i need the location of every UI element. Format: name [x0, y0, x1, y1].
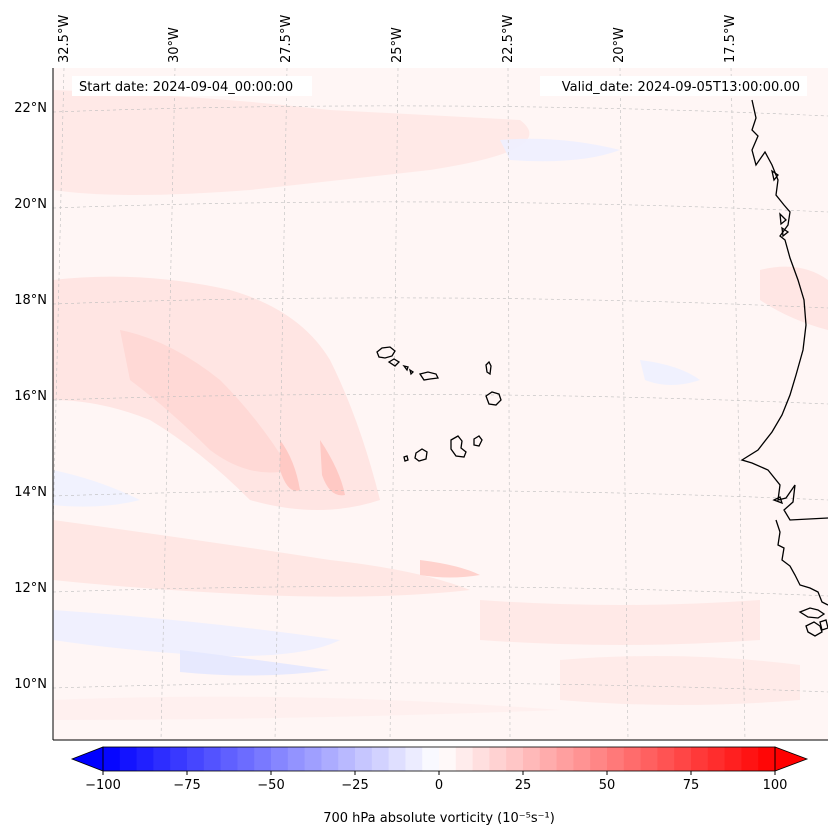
- colorbar-swatch: [439, 747, 457, 771]
- colorbar-ticks: −100 −75 −50 −25 0 25 50 75 100: [85, 771, 787, 793]
- colorbar-swatch: [338, 747, 356, 771]
- colorbar-low-extend-arrow: [70, 746, 104, 772]
- colorbar-swatch: [489, 747, 507, 771]
- lat-label: 20°N: [14, 197, 47, 212]
- lat-label: 14°N: [14, 485, 47, 500]
- colorbar-swatch: [220, 747, 238, 771]
- cape-verde-islands: [376, 346, 502, 462]
- colorbar-tick-label: 75: [683, 778, 700, 793]
- map-panel: Start date: 2024-09-04_00:00:00 Valid_da…: [53, 68, 828, 740]
- graticule: [53, 68, 828, 740]
- colorbar-swatch: [707, 747, 726, 771]
- longitude-labels: 32.5°W 30°W 27.5°W 25°W 22.5°W 20°W 17.5…: [57, 15, 738, 63]
- lon-label: 27.5°W: [279, 15, 294, 63]
- lat-label: 12°N: [14, 581, 47, 596]
- colorbar-swatch: [556, 747, 574, 771]
- colorbar-swatches: [103, 747, 776, 771]
- colorbar-swatch: [623, 747, 642, 771]
- vorticity-field: [53, 90, 828, 720]
- colorbar-swatch: [371, 747, 390, 771]
- colorbar-tick-label: 0: [435, 778, 443, 793]
- valid-date-box: [540, 76, 807, 96]
- lat-label: 16°N: [14, 389, 47, 404]
- latitude-labels: 22°N 20°N 18°N 16°N 14°N 12°N 10°N: [14, 101, 47, 692]
- african-coastline: [740, 99, 828, 637]
- colorbar-swatch: [590, 747, 608, 771]
- colorbar-tick-label: −50: [257, 778, 284, 793]
- colorbar-swatch: [237, 747, 255, 771]
- colorbar-swatch: [287, 747, 306, 771]
- colorbar-swatch: [187, 747, 205, 771]
- colorbar-swatch: [103, 747, 121, 771]
- colorbar-tick-label: −100: [85, 778, 121, 793]
- colorbar-swatch: [321, 747, 339, 771]
- lat-label: 18°N: [14, 293, 47, 308]
- colorbar-swatch: [539, 747, 558, 771]
- colorbar-swatch: [355, 747, 373, 771]
- colorbar-swatch: [758, 747, 776, 771]
- colorbar-swatch: [741, 747, 759, 771]
- colorbar-tick-label: 25: [515, 778, 532, 793]
- start-date-box: [72, 76, 312, 96]
- lon-label: 22.5°W: [501, 15, 516, 63]
- colorbar-swatch: [674, 747, 692, 771]
- colorbar-swatch: [573, 747, 591, 771]
- lon-label: 32.5°W: [57, 15, 72, 63]
- colorbar-swatch: [691, 747, 709, 771]
- colorbar-swatch: [170, 747, 188, 771]
- colorbar-swatch: [422, 747, 440, 771]
- colorbar-high-extend-arrow: [774, 746, 809, 772]
- colorbar-label: 700 hPa absolute vorticity (10⁻⁵s⁻¹): [323, 811, 555, 826]
- lat-label: 10°N: [14, 677, 47, 692]
- colorbar-swatch: [640, 747, 658, 771]
- colorbar-swatch: [254, 747, 272, 771]
- colorbar-swatch: [472, 747, 490, 771]
- colorbar-swatch: [203, 747, 222, 771]
- colorbar-tick-label: 50: [599, 778, 616, 793]
- colorbar-tick-label: −25: [341, 778, 368, 793]
- colorbar-swatch: [405, 747, 423, 771]
- lon-label: 30°W: [167, 27, 182, 63]
- start-date-label: Start date: 2024-09-04_00:00:00: [79, 80, 293, 95]
- colorbar-swatch: [724, 747, 742, 771]
- lon-label: 17.5°W: [723, 15, 738, 63]
- colorbar-swatch: [153, 747, 171, 771]
- colorbar-tick-label: 100: [763, 778, 788, 793]
- colorbar-swatch: [506, 747, 524, 771]
- lat-label: 22°N: [14, 101, 47, 116]
- colorbar-swatch: [607, 747, 625, 771]
- lon-label: 25°W: [390, 27, 405, 63]
- colorbar-swatch: [119, 747, 138, 771]
- colorbar-swatch: [523, 747, 541, 771]
- valid-date-label: Valid_date: 2024-09-05T13:00:00.00: [562, 80, 800, 95]
- lon-label: 20°W: [612, 27, 627, 63]
- colorbar-swatch: [388, 747, 406, 771]
- colorbar: −100 −75 −50 −25 0 25 50 75 100 700 hPa absolute…: [70, 746, 809, 826]
- colorbar-tick-label: −75: [173, 778, 200, 793]
- colorbar-swatch: [136, 747, 154, 771]
- colorbar-swatch: [304, 747, 322, 771]
- colorbar-swatch: [271, 747, 289, 771]
- colorbar-swatch: [657, 747, 675, 771]
- colorbar-swatch: [455, 747, 474, 771]
